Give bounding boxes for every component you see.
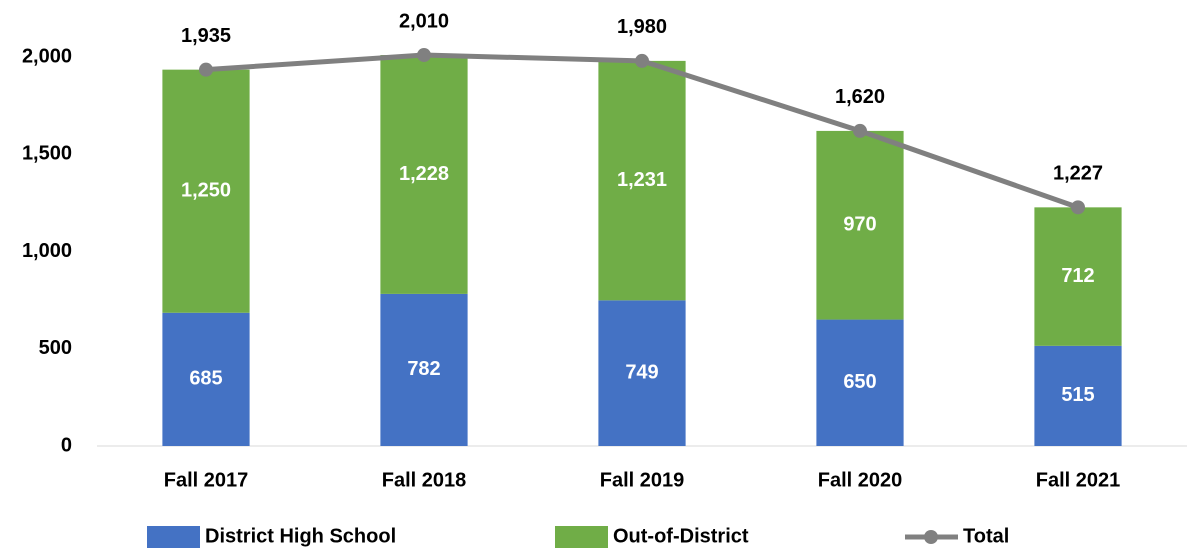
bar-segment bbox=[1034, 345, 1122, 446]
data-label: 970 bbox=[843, 214, 876, 236]
total-point bbox=[635, 53, 649, 68]
legend-label: Out-of-District bbox=[613, 525, 749, 547]
x-tick-label: Fall 2017 bbox=[164, 469, 249, 491]
legend-label: Total bbox=[963, 525, 1009, 547]
total-point bbox=[1071, 200, 1085, 215]
y-tick-label: 500 bbox=[39, 337, 72, 359]
data-label: 1,935 bbox=[181, 25, 231, 47]
bar-segment bbox=[380, 293, 468, 446]
y-tick-label: 1,000 bbox=[22, 240, 72, 262]
legend-label: District High School bbox=[205, 525, 396, 547]
bar-segment bbox=[162, 312, 250, 446]
bar-segment bbox=[1034, 207, 1122, 346]
data-label: 2,010 bbox=[399, 10, 449, 32]
data-label: 749 bbox=[625, 361, 658, 383]
x-tick-label: Fall 2019 bbox=[600, 469, 685, 491]
legend-swatch bbox=[147, 526, 200, 548]
legend-marker bbox=[924, 530, 938, 544]
total-point bbox=[417, 48, 431, 63]
data-label: 1,231 bbox=[617, 169, 667, 191]
y-tick-label: 1,500 bbox=[22, 143, 72, 165]
bar-segment bbox=[162, 69, 250, 313]
data-label: 1,227 bbox=[1053, 163, 1103, 185]
x-tick-label: Fall 2020 bbox=[818, 469, 903, 491]
total-point bbox=[199, 62, 213, 77]
data-label: 515 bbox=[1061, 384, 1094, 406]
data-label: 712 bbox=[1061, 265, 1094, 287]
bar-segment bbox=[816, 319, 904, 446]
y-tick-label: 0 bbox=[61, 434, 72, 456]
bar-segment bbox=[598, 60, 686, 301]
y-tick-label: 2,000 bbox=[22, 45, 72, 67]
data-label: 1,620 bbox=[835, 86, 885, 108]
data-label: 1,228 bbox=[399, 163, 449, 185]
data-label: 650 bbox=[843, 371, 876, 393]
legend-swatch bbox=[555, 526, 608, 548]
data-label: 1,980 bbox=[617, 16, 667, 38]
x-tick-label: Fall 2018 bbox=[382, 469, 467, 491]
bar-segment bbox=[598, 300, 686, 446]
data-label: 782 bbox=[407, 358, 440, 380]
x-tick-label: Fall 2021 bbox=[1036, 469, 1121, 491]
total-point bbox=[853, 123, 867, 138]
bar-segment bbox=[816, 130, 904, 320]
data-label: 1,250 bbox=[181, 179, 231, 201]
data-label: 685 bbox=[189, 368, 222, 390]
bar-segment bbox=[380, 55, 468, 294]
